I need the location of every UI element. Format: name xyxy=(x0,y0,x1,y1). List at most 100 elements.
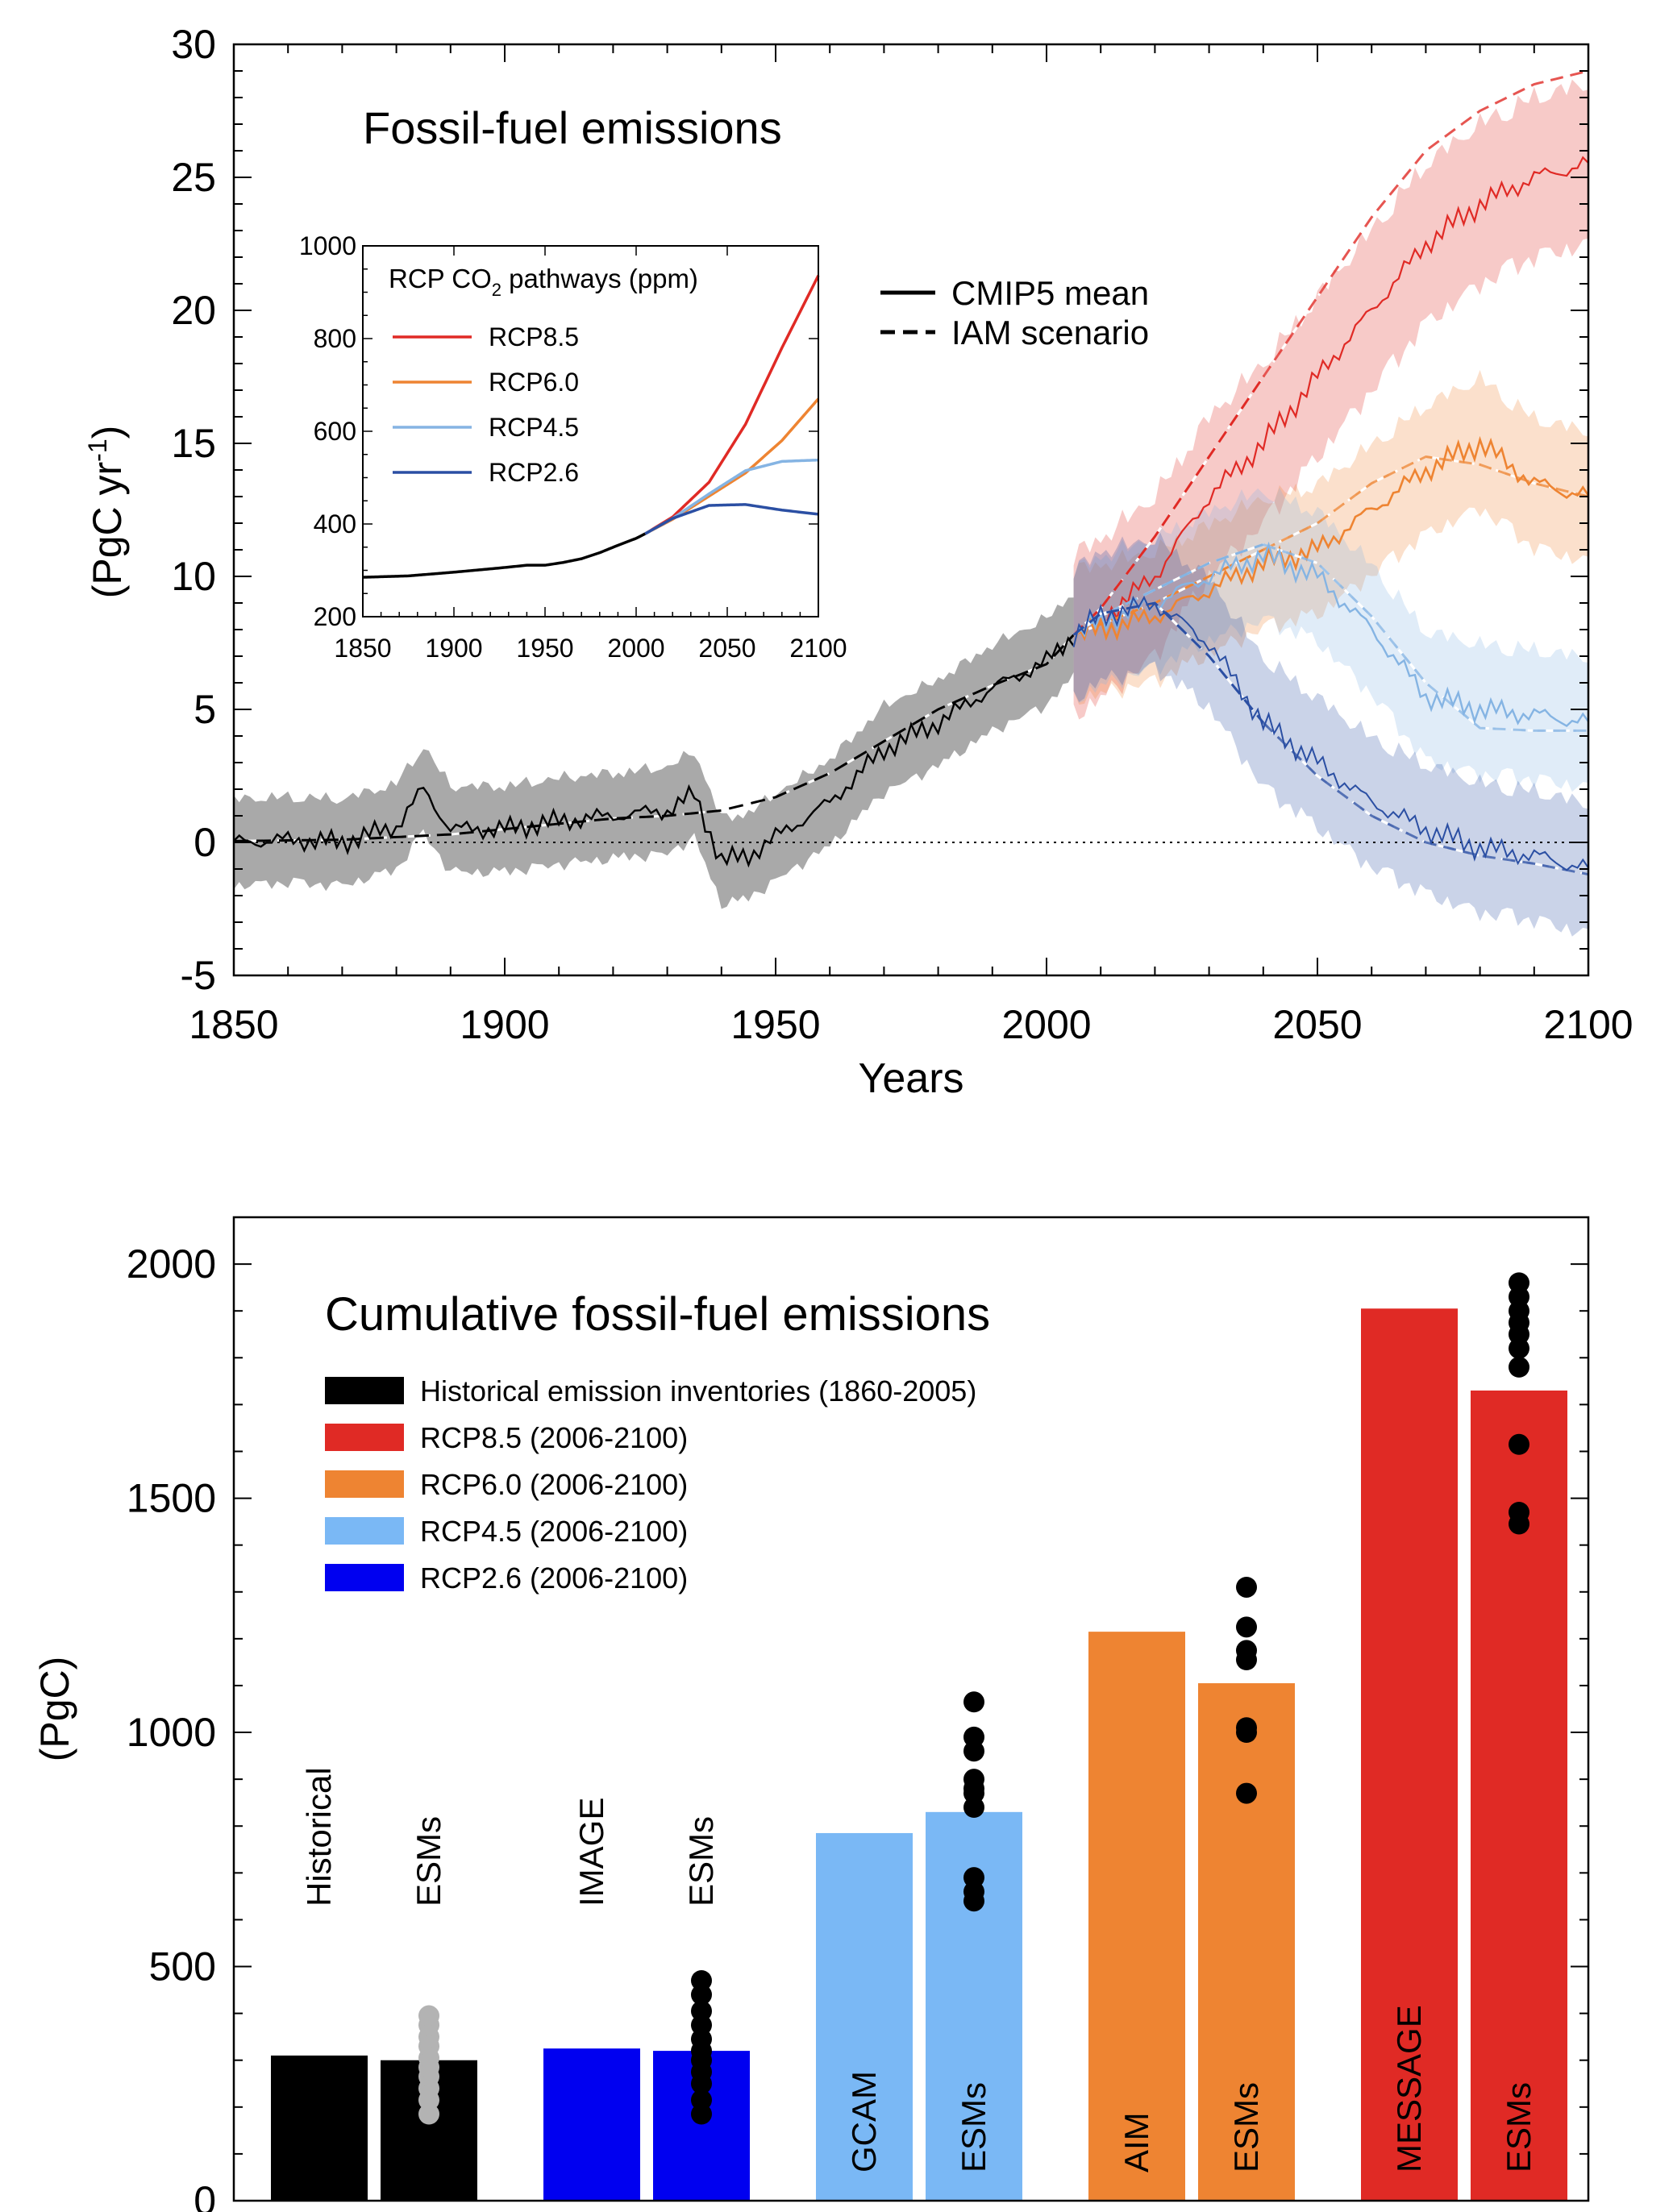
inset-legend-label: RCP6.0 xyxy=(489,368,579,397)
esm-point xyxy=(1236,1782,1257,1804)
rcp85-band xyxy=(1073,79,1588,720)
x-tick-label: 1950 xyxy=(730,1002,820,1047)
bar-label: GCAM xyxy=(845,2071,883,2172)
axis-ticks-bottom: 0 500 1000 1500 2000 xyxy=(127,1241,1588,2212)
inset-rcp85-line xyxy=(644,275,820,535)
inset-legend-label: RCP8.5 xyxy=(489,322,579,351)
bar-label: AIM xyxy=(1117,2112,1155,2172)
rcp85-iam-white xyxy=(1072,69,1588,636)
inset-y-tick-label: 800 xyxy=(314,324,356,353)
esm-point xyxy=(1236,1640,1257,1661)
line-style-legend: CMIP5 mean IAM scenario xyxy=(880,274,1149,351)
rcp60-band xyxy=(1073,369,1588,705)
bar-label: ESMs xyxy=(1500,2082,1538,2172)
inset-y-tick-label: 1000 xyxy=(299,231,356,260)
esm-point xyxy=(1509,1502,1529,1523)
rcp26-cmip5-line xyxy=(1072,595,1588,871)
legend-swatch xyxy=(325,1377,404,1404)
bar xyxy=(1198,1683,1295,2201)
inset-y-tick-label: 200 xyxy=(314,602,356,631)
inset-x-tick-label: 2000 xyxy=(607,634,664,663)
esm-point xyxy=(1509,1272,1529,1294)
y-tick-label-bottom: 1000 xyxy=(127,1710,216,1755)
y-axis-label: (PgC yr-1) xyxy=(83,426,130,599)
esm-point xyxy=(963,1691,984,1713)
legend-label: RCP6.0 (2006-2100) xyxy=(420,1468,688,1501)
rcp60-iam-line-late xyxy=(1263,455,1588,551)
bar xyxy=(816,1832,913,2201)
rcp45-cmip5-line xyxy=(1072,541,1588,727)
esm-point xyxy=(1236,1576,1257,1598)
bar xyxy=(1088,1632,1185,2201)
legend-label: RCP8.5 (2006-2100) xyxy=(420,1421,688,1454)
co2-pathways-inset: 1850 1900 1950 2000 2050 2100 200 400 600 800 1000… xyxy=(299,231,847,663)
legend-label: RCP2.6 (2006-2100) xyxy=(420,1561,688,1595)
bar-label: ESMs xyxy=(1227,2082,1265,2172)
inset-legend: RCP8.5 RCP6.0 RCP4.5 RCP2.6 xyxy=(393,322,579,487)
legend-solid-label: CMIP5 mean xyxy=(951,274,1149,312)
rcp45-iam-line-late xyxy=(1263,543,1588,732)
y-tick-label: -5 xyxy=(181,953,216,998)
inset-historical-line xyxy=(362,532,647,579)
y-tick-label: 30 xyxy=(171,22,216,67)
bar-labels: Historical ESMs IMAGE ESMs GCAM ESMs AIM ESMs ME… xyxy=(300,1767,1538,2172)
x-tick-label: 1900 xyxy=(460,1002,549,1047)
legend-swatch xyxy=(325,1424,404,1451)
y-tick-label: 15 xyxy=(171,421,216,466)
inset-title: RCP CO2 pathways (ppm) xyxy=(389,264,698,300)
historical-band xyxy=(234,597,1074,909)
chart-title: Fossil-fuel emissions xyxy=(363,102,782,153)
historical-iam-line xyxy=(234,634,1075,842)
legend-swatch xyxy=(325,1470,404,1498)
inset-lines xyxy=(362,275,820,579)
y-tick-label: 5 xyxy=(194,687,216,732)
legend-dashed-label: IAM scenario xyxy=(951,314,1149,351)
fossil-fuel-emissions-chart: 1850 1900 1950 2000 2050 2100 -5 0 5 10 15 20 25 30 F… xyxy=(83,22,1633,1102)
rcp85-cmip5-line xyxy=(1072,156,1588,648)
rcp60-cmip5-line xyxy=(1072,435,1588,648)
rcp45-iam-line xyxy=(1072,543,1264,636)
chart-title-bottom: Cumulative fossil-fuel emissions xyxy=(325,1288,990,1341)
inset-y-tick-label: 400 xyxy=(314,509,356,538)
inset-legend-label: RCP4.5 xyxy=(489,413,579,442)
x-tick-label: 2000 xyxy=(1001,1002,1091,1047)
plot-frame xyxy=(232,43,1590,977)
esm-point xyxy=(1509,1433,1529,1455)
series-lines xyxy=(234,69,1588,876)
inset-background xyxy=(363,246,818,617)
bar-label: MESSAGE xyxy=(1390,2005,1428,2172)
legend-swatch xyxy=(325,1564,404,1591)
esm-point xyxy=(963,1867,984,1889)
inset-x-tick-label: 1850 xyxy=(334,634,391,663)
legend-label: RCP4.5 (2006-2100) xyxy=(420,1515,688,1548)
legend-label: Historical emission inventories (1860-20… xyxy=(420,1374,976,1407)
axis-ticks: 1850 1900 1950 2000 2050 2100 -5 0 5 10 15 20 25 30 xyxy=(171,22,1633,1047)
inset-x-tick-label: 1900 xyxy=(425,634,482,663)
y-tick-label: 25 xyxy=(171,155,216,200)
y-tick-label: 10 xyxy=(171,554,216,599)
bar-label: ESMs xyxy=(410,1816,447,1906)
esm-point xyxy=(963,1726,984,1748)
esm-point xyxy=(1509,1356,1529,1378)
inset-rcp26-line xyxy=(644,503,819,535)
esm-point xyxy=(691,2000,712,2022)
rcp26-iam-line xyxy=(1072,601,1264,724)
esm-point xyxy=(1236,1717,1257,1739)
bar xyxy=(271,2055,368,2201)
y-tick-label: 0 xyxy=(194,820,216,865)
legend-swatch xyxy=(325,1517,404,1545)
rcp26-iam-line-late xyxy=(1262,721,1588,876)
esm-points xyxy=(418,1272,1529,2125)
x-tick-label: 2050 xyxy=(1272,1002,1362,1047)
rcp85-iam-line xyxy=(1072,376,1265,636)
rcp45-band xyxy=(1073,487,1588,792)
x-axis-label: Years xyxy=(858,1055,963,1102)
inset-x-tick-label: 2050 xyxy=(698,634,755,663)
y-tick-label-bottom: 2000 xyxy=(127,1241,216,1287)
esm-point xyxy=(691,1969,712,1991)
historical-iam-white xyxy=(234,634,1075,842)
bar-label: Historical xyxy=(300,1767,338,1906)
esm-point xyxy=(1236,1616,1257,1638)
y-tick-label-bottom: 1500 xyxy=(127,1476,216,1521)
